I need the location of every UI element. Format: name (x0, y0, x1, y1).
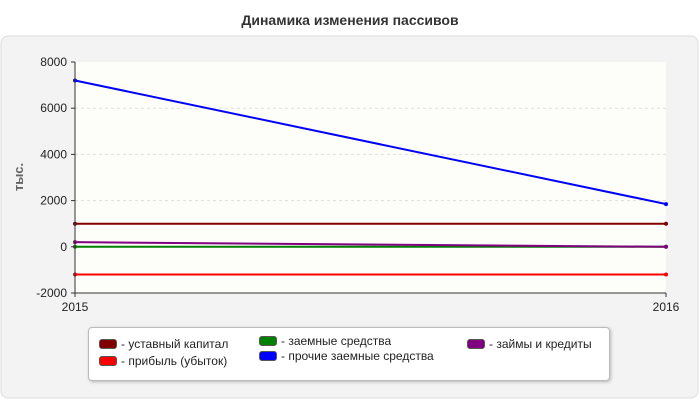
legend-swatch (259, 351, 277, 361)
x-tick-labels: 2015 2016 (62, 293, 680, 314)
y-tick-label: 4000 (40, 147, 67, 161)
legend-label: - прочие заемные средства (281, 349, 434, 363)
y-tick-label: 8000 (40, 55, 67, 69)
y-tick-label: -2000 (36, 286, 67, 300)
series-line (74, 79, 667, 206)
y-tick-label: 0 (60, 240, 67, 254)
series-lines (73, 78, 668, 277)
x-tick-label: 2015 (62, 300, 89, 314)
x-tick-label: 2016 (653, 300, 680, 314)
y-tick-labels: -2000 0 2000 4000 6000 8000 (36, 55, 75, 300)
legend-item-prochie-zaemnye[interactable]: - прочие заемные средства (259, 349, 434, 363)
legend-item-zaemnye-sredstva[interactable]: - заемные средства (259, 334, 391, 348)
y-tick-label: 2000 (40, 194, 67, 208)
plot-area (75, 62, 666, 293)
legend-item-pribyl[interactable]: - прибыль (убыток) (99, 354, 227, 368)
legend-item-ustavny-kapital[interactable]: - уставный капитал (99, 337, 228, 351)
legend-swatch (259, 336, 277, 346)
chart-title: Динамика изменения пассивов (241, 12, 459, 28)
legend-label: - уставный капитал (121, 337, 229, 351)
data-point (664, 202, 668, 207)
legend-swatch (99, 339, 117, 349)
data-point (664, 221, 668, 226)
data-point (664, 272, 668, 277)
legend-item-zaimy-i-kredity[interactable]: - займы и кредиты (467, 337, 592, 351)
legend-label: - заемные средства (281, 334, 392, 348)
legend-swatch (467, 339, 485, 349)
legend-label: - прибыль (убыток) (121, 354, 228, 368)
legend: - уставный капитал - прибыль (убыток) - … (88, 327, 610, 381)
y-axis-label: тыс. (11, 163, 26, 191)
series-line (74, 241, 667, 248)
legend-swatch (99, 356, 117, 366)
data-point (664, 244, 668, 249)
y-tick-label: 6000 (40, 101, 67, 115)
legend-label: - займы и кредиты (489, 337, 592, 351)
